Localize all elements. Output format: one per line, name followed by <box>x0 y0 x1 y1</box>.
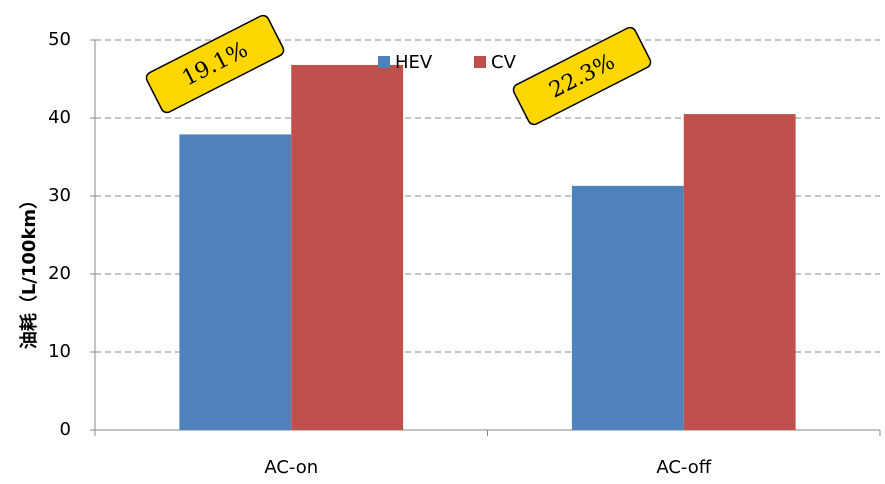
annotation: 19.1% <box>145 14 285 114</box>
bar <box>291 64 404 431</box>
legend-label: HEV <box>395 52 433 73</box>
y-tick-label: 10 <box>48 341 71 362</box>
y-tick-label: 50 <box>48 29 71 50</box>
y-tick-label: 40 <box>48 107 71 128</box>
x-tick-label: AC-on <box>264 457 318 478</box>
y-axis-label: 油耗（L/100km） <box>18 191 40 349</box>
legend-swatch <box>378 56 390 68</box>
y-tick-label: 0 <box>60 419 71 440</box>
annotation-box <box>512 26 652 126</box>
legend-label: CV <box>491 52 517 73</box>
annotation-box <box>145 14 285 114</box>
bar <box>179 134 292 430</box>
bar <box>571 185 684 430</box>
annotation: 22.3% <box>512 26 652 126</box>
y-tick-label: 20 <box>48 263 71 284</box>
bar <box>683 114 796 430</box>
x-tick-label: AC-off <box>656 457 711 478</box>
legend-swatch <box>474 56 486 68</box>
y-tick-label: 30 <box>48 185 71 206</box>
